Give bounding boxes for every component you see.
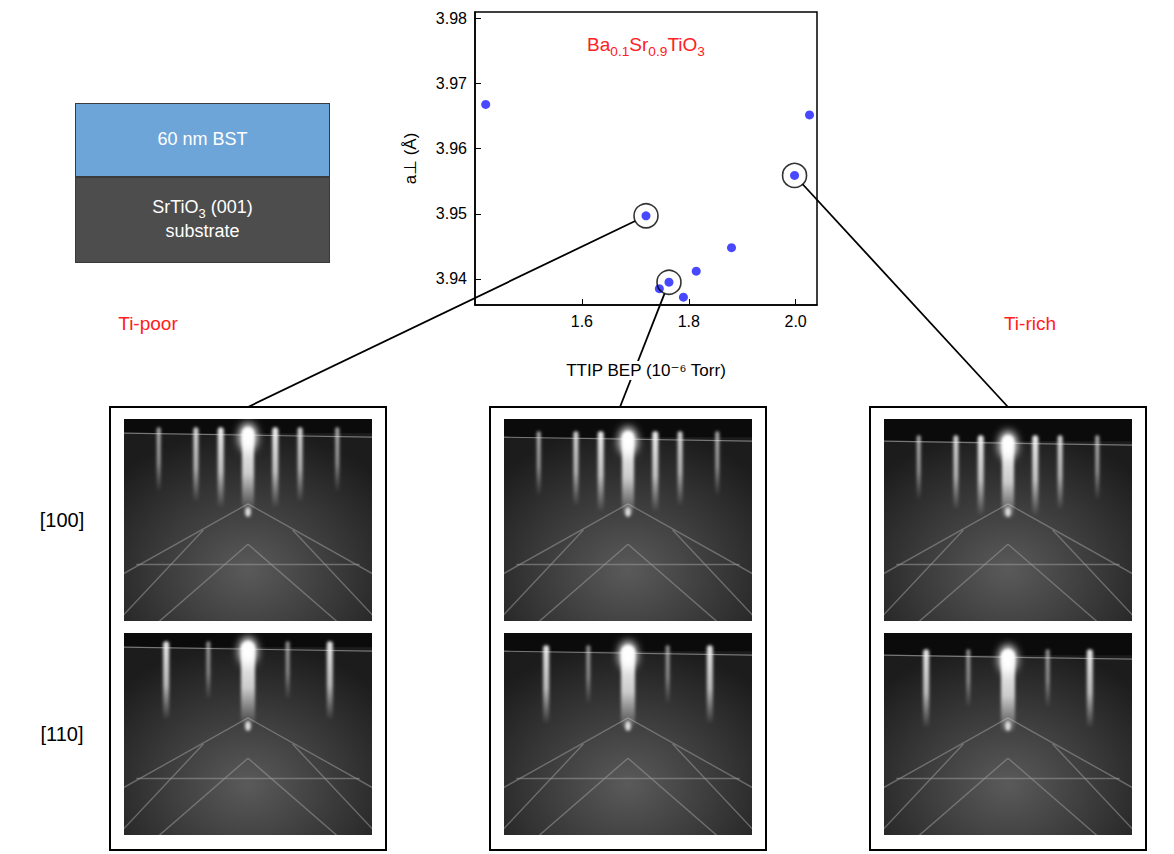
svg-text:3.94: 3.94 [436, 270, 467, 287]
svg-text:[110]: [110] [41, 723, 84, 745]
svg-text:3.97: 3.97 [436, 75, 467, 92]
svg-text:1.6: 1.6 [571, 313, 593, 330]
svg-text:3.96: 3.96 [436, 140, 467, 157]
svg-text:[100]: [100] [40, 509, 84, 531]
svg-text:Ti-rich: Ti-rich [1004, 313, 1056, 334]
svg-text:a⊥ (Å): a⊥ (Å) [401, 133, 420, 185]
svg-text:1.8: 1.8 [678, 313, 700, 330]
svg-text:TTIP BEP (10⁻⁶ Torr): TTIP BEP (10⁻⁶ Torr) [566, 361, 726, 380]
html-text:60 nm BST: 60 nm BST [157, 129, 248, 150]
svg-text:Ti-poor: Ti-poor [118, 313, 178, 334]
svg-text:2.0: 2.0 [785, 313, 807, 330]
svg-text:3.98: 3.98 [436, 10, 467, 27]
html-text:SrTiO3(001) substrate: SrTiO3(001) substrate [152, 197, 253, 242]
svg-text:3.95: 3.95 [436, 205, 467, 222]
html-text:Ba0.1Sr0.9TiO3: Ba0.1Sr0.9TiO3 [587, 34, 705, 59]
